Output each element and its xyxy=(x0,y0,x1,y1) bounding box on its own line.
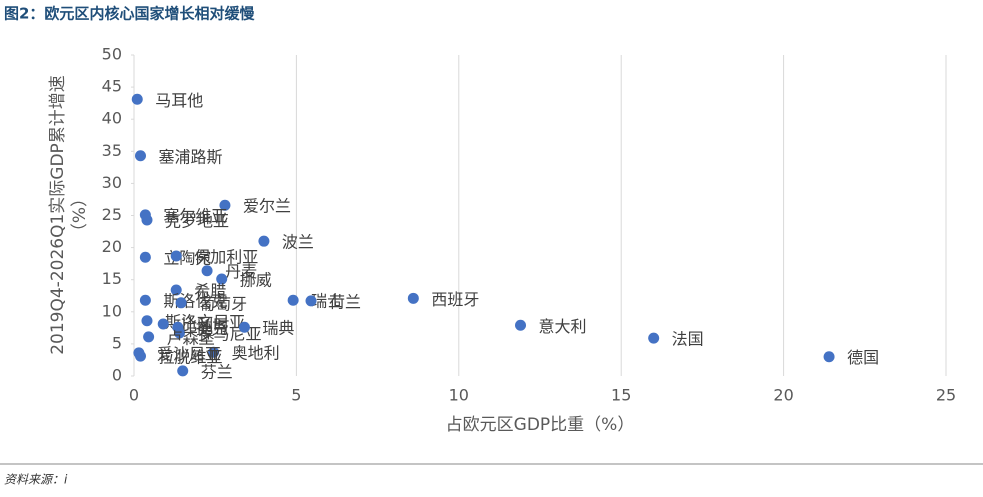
point xyxy=(216,273,228,285)
x-tick-label: 5 xyxy=(291,386,301,405)
point-label: 保加利亚 xyxy=(194,247,258,266)
y-tick-label: 15 xyxy=(102,269,122,288)
point xyxy=(170,250,182,262)
point-label: 拉脱维亚 xyxy=(158,348,222,367)
chart-title: 图2：欧元区内核心国家增长相对缓慢 xyxy=(4,5,255,23)
point-label: 意大利 xyxy=(539,317,587,336)
point xyxy=(238,321,250,333)
point xyxy=(131,93,143,105)
y-tick-label: 10 xyxy=(102,301,122,320)
point xyxy=(823,351,835,363)
point-label: 爱尔兰 xyxy=(243,197,291,216)
y-axis-label-line: （%） xyxy=(70,190,90,240)
point-label: 瑞典 xyxy=(262,319,294,338)
x-tick-label: 20 xyxy=(773,386,793,405)
point xyxy=(143,331,155,343)
point xyxy=(201,265,213,277)
point-label: 葡萄牙 xyxy=(199,294,247,313)
point-label: 爱沙尼亚 xyxy=(157,344,221,363)
point xyxy=(208,346,220,358)
point xyxy=(177,365,189,377)
x-tick-label: 25 xyxy=(936,386,956,405)
point-label: 挪威 xyxy=(240,271,272,290)
y-tick-label: 20 xyxy=(102,237,122,256)
point-label: 奥地利 xyxy=(232,344,280,363)
point xyxy=(139,251,151,263)
point xyxy=(134,150,146,162)
point xyxy=(305,295,317,307)
point-label: 法国 xyxy=(672,330,704,349)
point xyxy=(648,332,660,344)
source-note: 资料来源：i xyxy=(4,473,68,487)
point xyxy=(515,319,527,331)
y-tick-label: 25 xyxy=(102,205,122,224)
y-tick-label: 50 xyxy=(102,45,122,64)
point xyxy=(258,235,270,247)
point-label: 芬兰 xyxy=(201,362,233,381)
x-tick-label: 10 xyxy=(449,386,469,405)
point xyxy=(219,199,231,211)
point-label: 瑞士 xyxy=(311,292,343,311)
point-label: 波兰 xyxy=(282,233,314,252)
y-tick-label: 0 xyxy=(112,366,122,385)
point xyxy=(175,297,187,309)
point-label: 塞浦路斯 xyxy=(158,147,222,166)
point xyxy=(407,292,419,304)
y-tick-label: 30 xyxy=(102,173,122,192)
point-label: 斯洛文尼亚 xyxy=(165,312,245,331)
point xyxy=(157,318,169,330)
x-tick-label: 15 xyxy=(611,386,631,405)
y-axis-label-line: 2019Q4-2026Q1实际GDP累计增速 xyxy=(48,75,68,355)
x-axis-label: 占欧元区GDP比重（%） xyxy=(446,415,635,435)
point-label: 塞尔维亚 xyxy=(163,206,227,225)
point xyxy=(141,315,153,327)
y-tick-label: 45 xyxy=(102,77,122,96)
x-tick-label: 0 xyxy=(129,386,139,405)
point xyxy=(173,327,185,339)
point-label: 荷兰 xyxy=(329,292,361,311)
point xyxy=(170,284,182,296)
point-label: 丹麦 xyxy=(225,262,257,281)
point-label: 比利时 xyxy=(181,315,229,334)
point-label: 卢森堡 xyxy=(167,328,215,347)
point-label: 希腊 xyxy=(194,281,226,300)
y-axis-label: 2019Q4-2026Q1实际GDP累计增速 （%） xyxy=(48,75,90,355)
point-label: 捷克 xyxy=(196,319,228,338)
point xyxy=(287,294,299,306)
point-label: 马耳他 xyxy=(155,91,203,110)
point xyxy=(139,294,151,306)
y-tick-label: 35 xyxy=(102,141,122,160)
point-label: 克罗地亚 xyxy=(165,211,229,230)
point-label: 德国 xyxy=(847,348,879,367)
y-tick-label: 5 xyxy=(112,333,122,352)
point xyxy=(134,350,146,362)
point xyxy=(141,214,153,226)
y-tick-label: 40 xyxy=(102,109,122,128)
point-label: 西班牙 xyxy=(431,290,479,309)
